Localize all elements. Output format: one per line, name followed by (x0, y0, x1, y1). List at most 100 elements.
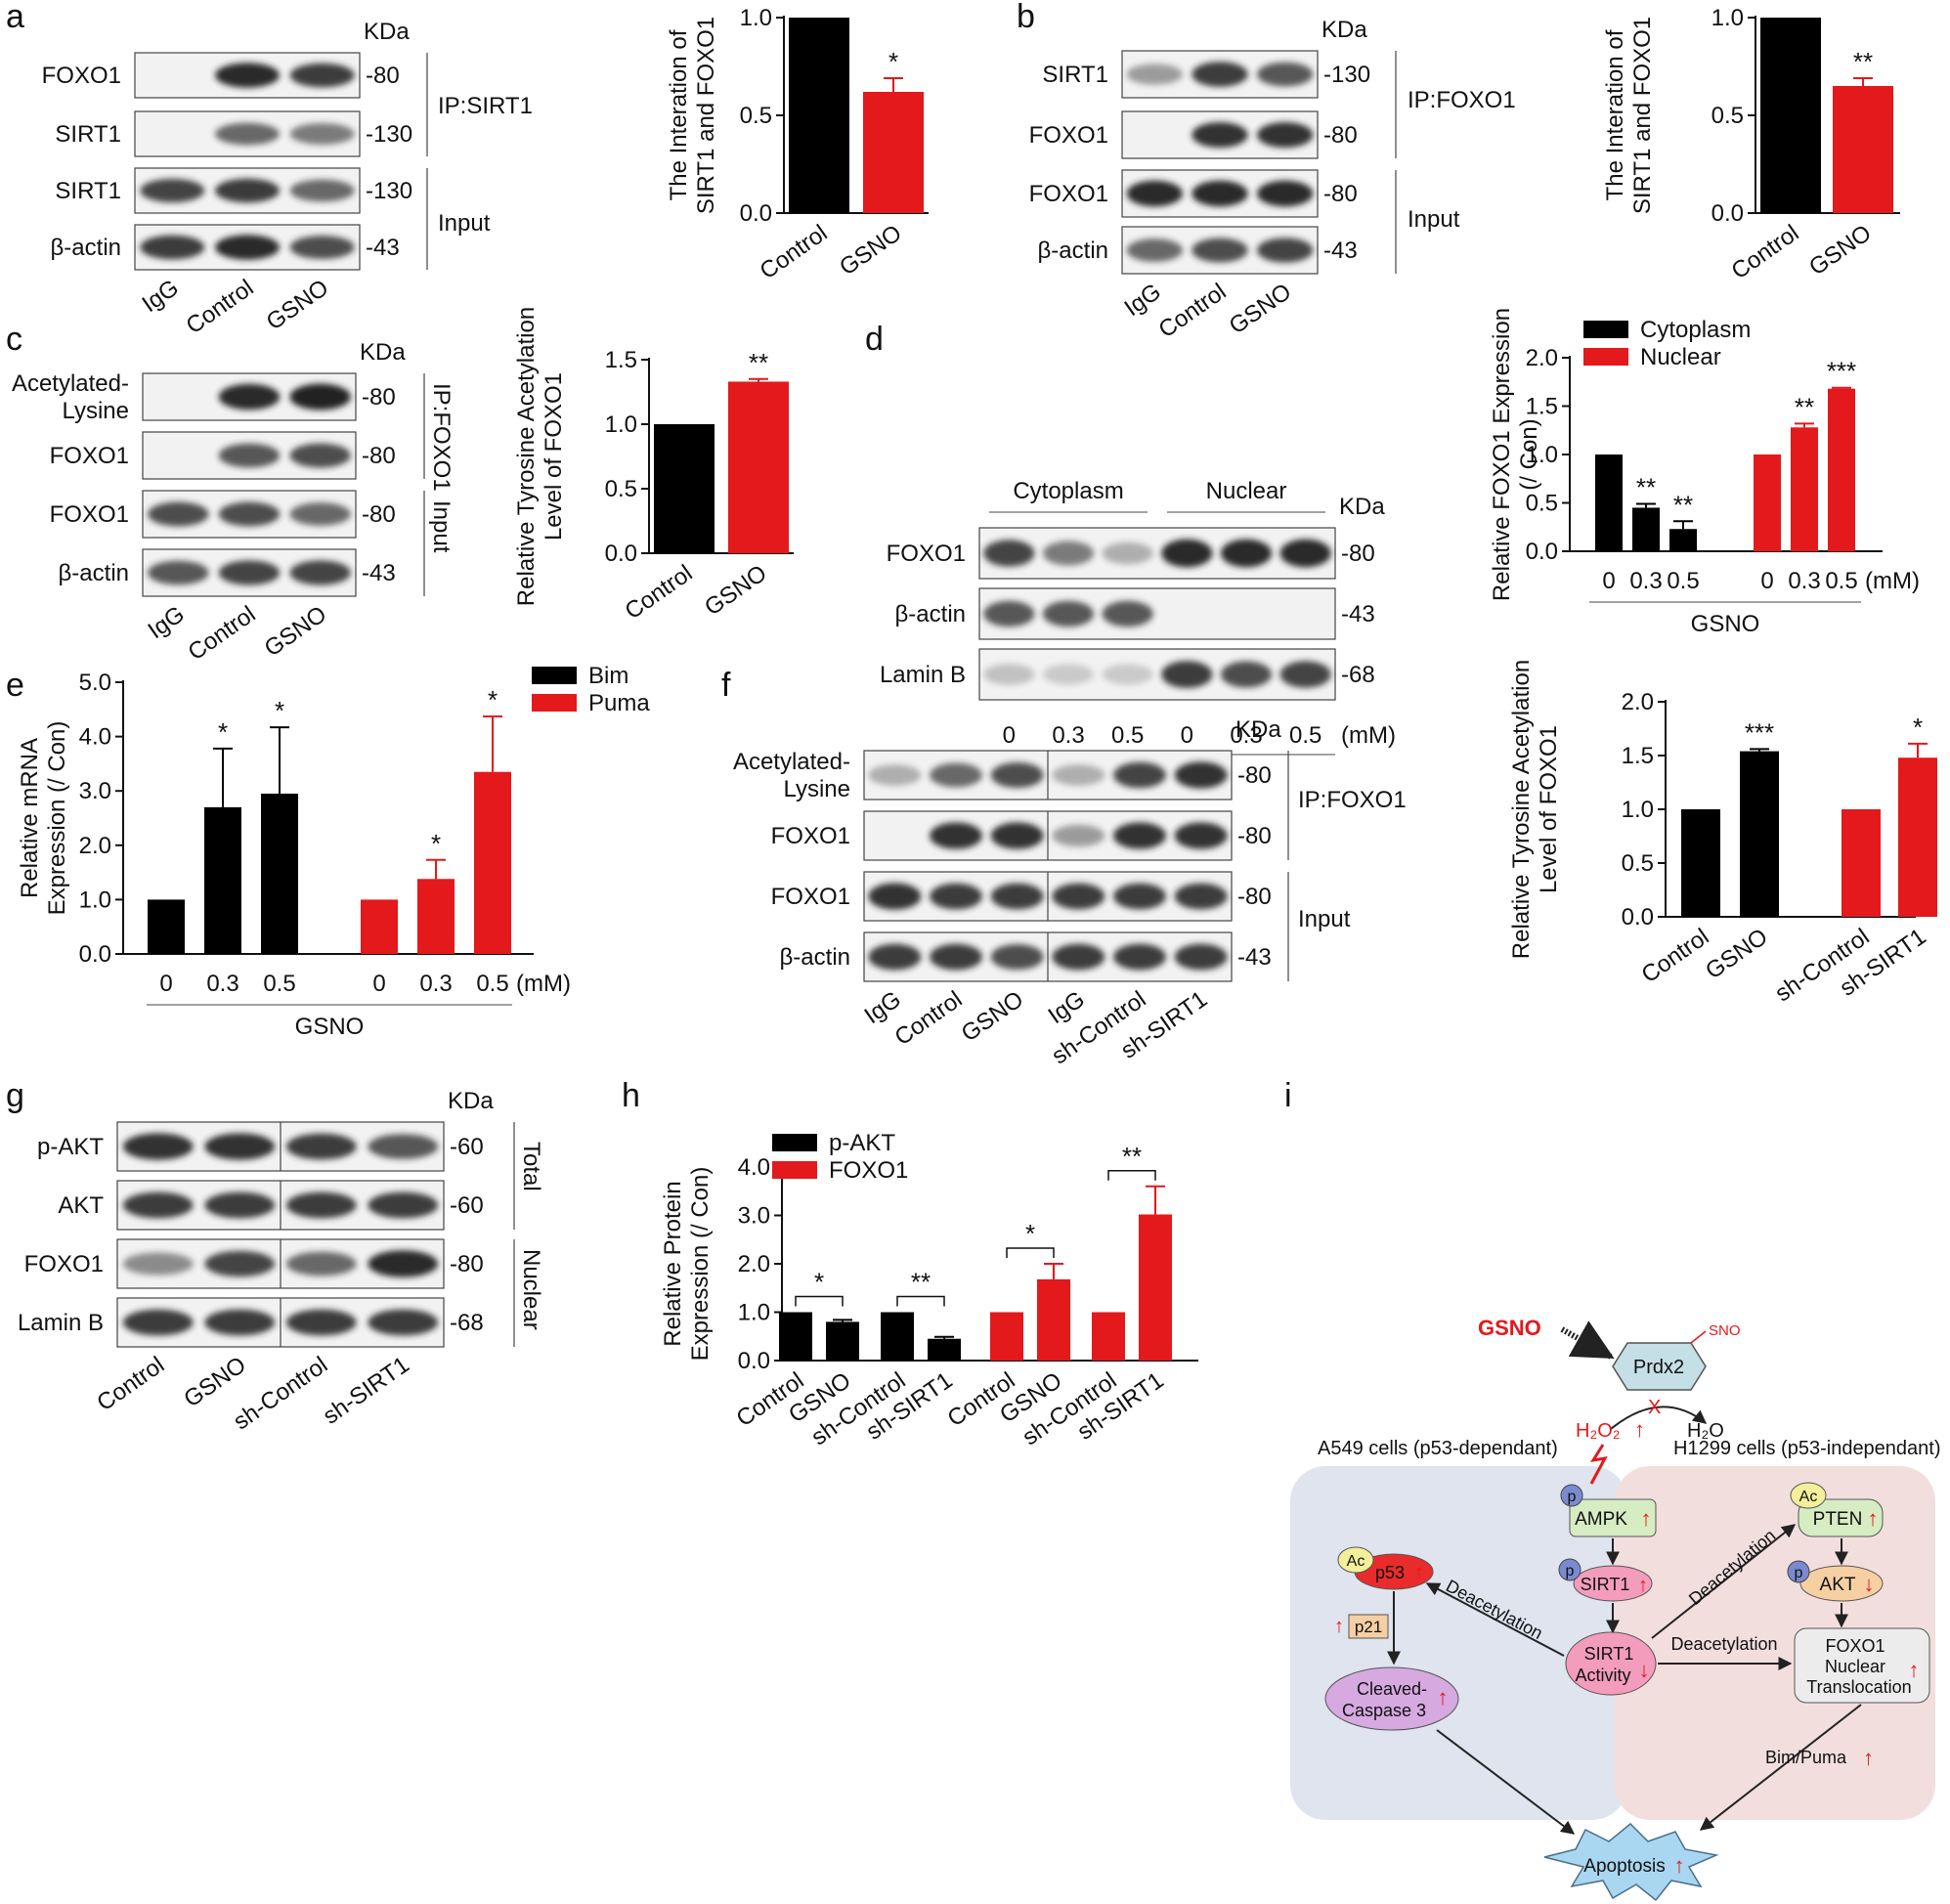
bar (417, 879, 455, 954)
h2o-label: H₂O (1687, 1420, 1724, 1442)
y-tick-label: 3.0 (79, 778, 111, 804)
blot-band (285, 1309, 357, 1336)
blot-band (289, 179, 355, 202)
x-tick-label: 0.5 (1667, 568, 1699, 594)
blot-band (1192, 121, 1248, 149)
blot-band (1113, 883, 1166, 910)
x-tick-label: 0.3 (206, 971, 238, 997)
bar (1632, 507, 1660, 551)
blot-band (204, 1250, 276, 1277)
x-tick-label: 0.3 (1788, 568, 1820, 594)
legend-swatch (772, 1134, 817, 1151)
blot-band (868, 943, 922, 971)
blot-row-frame (978, 587, 1336, 640)
y-axis-label: Relative Tyrosine Acetylation (513, 307, 540, 606)
blot-band (122, 1191, 194, 1219)
blot-band (1174, 943, 1228, 971)
caspase-label-line1: Cleaved- (1357, 1679, 1427, 1699)
akt-phospho-label: p (1795, 1565, 1803, 1581)
akt-label: AKT (1820, 1575, 1856, 1595)
blot-band (218, 383, 281, 411)
y-tick-label: 0.5 (1526, 491, 1558, 517)
panel-letter-c: c (6, 321, 22, 358)
blot-lane-label: Control (1154, 279, 1232, 343)
y-axis-label: Relative Protein (660, 1181, 686, 1346)
x-tick-label: GSNO (835, 220, 906, 281)
blot-band (285, 1191, 357, 1219)
blot-row-label: SIRT1 (55, 178, 121, 204)
blot-row-label: Lamin B (880, 662, 966, 688)
blot-group-label: Input (1408, 206, 1460, 233)
blot-row-label: SIRT1 (55, 121, 121, 148)
blot-band (1257, 238, 1314, 263)
p53-label: p53 (1375, 1563, 1405, 1582)
bar (789, 18, 849, 213)
bar-chart-d: 0.0 0.5 1.0 1.5 2.0 Relative FOXO1 Expression… (1489, 308, 1920, 637)
blot-band (289, 236, 355, 259)
sno-bond (1690, 1330, 1707, 1344)
bar (1828, 388, 1855, 551)
significance-mark: * (488, 685, 498, 714)
y-tick-label: 0.0 (1622, 904, 1654, 930)
blot-band (218, 443, 281, 468)
blot-lane-label: Control (890, 986, 968, 1051)
bar (928, 1338, 961, 1361)
y-axis-label: (/ Con) (1516, 418, 1542, 490)
y-tick-label: 0.5 (605, 476, 637, 502)
significance-mark: * (1913, 713, 1923, 742)
blot-band (1052, 883, 1105, 910)
bar (1791, 427, 1818, 551)
blot-kda-marker: -80 (1323, 181, 1358, 207)
y-tick-label: 0.0 (605, 541, 637, 567)
blot-row-label: Acetylated- (733, 749, 850, 775)
western-blot-f: Acetylated-Lysine -80 FOXO1 -80 FOXO1 -80 β-ac… (733, 716, 1407, 1069)
blot-row-frame (978, 527, 1336, 580)
significance-bracket (795, 1295, 844, 1307)
x-tick-label: Control (1727, 220, 1804, 284)
treatment-label: GSNO (295, 1014, 365, 1040)
blot-kda-marker: -80 (1341, 541, 1375, 567)
blot-row-label: SIRT1 (1042, 62, 1108, 88)
blot-row-label: FOXO1 (1029, 181, 1108, 207)
foxo1-label-line2: Nuclear (1825, 1657, 1885, 1676)
blot-band (1102, 664, 1153, 685)
bar (1740, 751, 1779, 917)
x-unit-label: (mM) (516, 971, 571, 997)
caspase-up-arrow: ↑ (1438, 1685, 1449, 1709)
y-tick-label: 0.5 (1712, 103, 1744, 129)
p21-node (1348, 1614, 1389, 1639)
blot-band (990, 762, 1044, 788)
blot-band (204, 1191, 276, 1219)
blot-band (148, 501, 209, 527)
blot-kda-marker: -130 (1323, 62, 1370, 88)
blot-band (868, 883, 922, 910)
activity-to-p53-arrow (1425, 1582, 1565, 1657)
blot-band (1257, 121, 1314, 149)
legend-label: p-AKT (829, 1130, 895, 1156)
blot-band (215, 178, 280, 203)
activity-label-line1: SIRT1 (1584, 1644, 1634, 1664)
p53-acetyl-badge (1337, 1546, 1374, 1574)
blot-kda-marker: -43 (366, 235, 400, 261)
pathway-diagram: A549 cells (p53-dependant) H1299 cells (… (1290, 1316, 1941, 1902)
panel-letter-i: i (1284, 1077, 1292, 1114)
h2o2-up-arrow: ↑ (1634, 1417, 1645, 1442)
legend-label: Puma (588, 690, 650, 716)
x-tick-label: GSNO (1701, 924, 1772, 985)
blot-dose-unit: (mM) (1341, 722, 1396, 749)
blot-band (1220, 661, 1273, 688)
blot-band (1126, 64, 1184, 85)
apoptosis-up-arrow: ↑ (1674, 1853, 1685, 1878)
blot-row-label: β-actin (780, 944, 851, 971)
blot-band (990, 944, 1044, 970)
blot-row-label: β-actin (59, 560, 130, 586)
blot-row-label: FOXO1 (771, 823, 850, 849)
blot-kda-marker: -43 (1237, 944, 1272, 971)
legend-label: FOXO1 (829, 1157, 908, 1184)
blot-band (1257, 180, 1314, 207)
x-tick-label: 0.5 (263, 971, 295, 997)
blot-band (983, 600, 1035, 627)
significance-mark: * (275, 696, 284, 725)
sirt1-up-arrow: ↑ (1638, 1575, 1648, 1596)
